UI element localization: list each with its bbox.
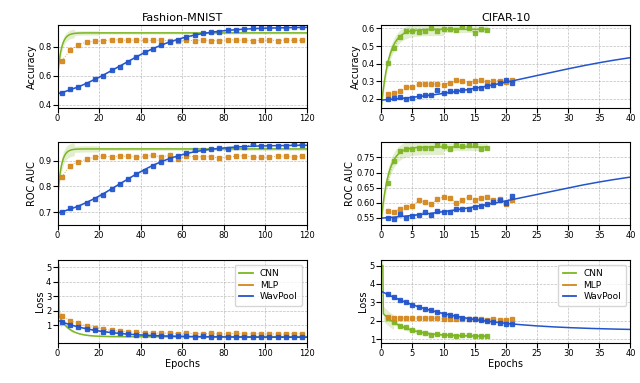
Legend: CNN, MLP, WavPool: CNN, MLP, WavPool <box>235 265 302 306</box>
X-axis label: Epochs: Epochs <box>164 359 200 370</box>
X-axis label: Epochs: Epochs <box>488 359 524 370</box>
Title: CIFAR-10: CIFAR-10 <box>481 13 531 23</box>
Y-axis label: ROC AUC: ROC AUC <box>27 161 36 206</box>
Y-axis label: Accuracy: Accuracy <box>27 44 36 88</box>
Y-axis label: Accuracy: Accuracy <box>351 44 360 88</box>
Legend: CNN, MLP, WavPool: CNN, MLP, WavPool <box>558 265 626 306</box>
Title: Fashion-MNIST: Fashion-MNIST <box>141 13 223 23</box>
Y-axis label: Loss: Loss <box>35 291 45 312</box>
Y-axis label: Loss: Loss <box>358 291 369 312</box>
Y-axis label: ROC AUC: ROC AUC <box>345 161 355 206</box>
